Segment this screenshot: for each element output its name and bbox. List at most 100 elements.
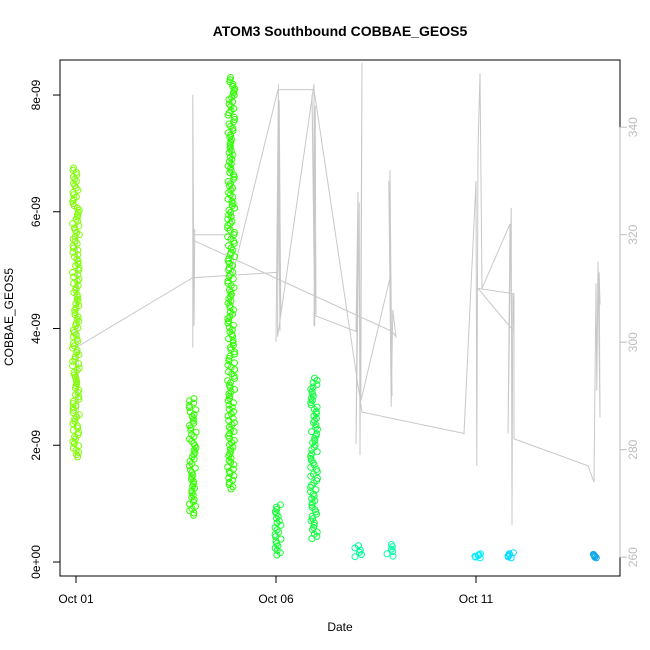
data-point (273, 551, 281, 559)
data-point (186, 457, 194, 465)
data-point (225, 324, 233, 331)
point-cluster (589, 550, 600, 562)
data-point (69, 362, 77, 370)
point-cluster (224, 74, 239, 493)
data-point (388, 541, 395, 548)
data-point (191, 464, 199, 472)
data-point (230, 113, 238, 121)
data-point (227, 102, 235, 110)
point-cluster (504, 549, 517, 562)
data-point (224, 377, 232, 385)
data-point (226, 394, 234, 402)
data-point (225, 109, 233, 117)
data-point (229, 443, 237, 451)
data-point (231, 253, 239, 261)
data-point (227, 459, 235, 466)
data-point (192, 406, 200, 414)
data-point (229, 339, 237, 347)
data-point (230, 408, 237, 416)
data-point (75, 411, 83, 419)
data-point (225, 416, 233, 424)
data-point (227, 160, 235, 168)
data-point (273, 503, 280, 511)
data-point (71, 353, 79, 361)
y-tick-label: 6e-09 (29, 196, 43, 227)
scatter-points-layer (69, 74, 600, 562)
x-tick-label: Oct 06 (258, 592, 294, 606)
data-point (225, 456, 233, 464)
chart-title: ATOM3 Southbound COBBAE_GEOS5 (213, 23, 468, 39)
data-point (71, 224, 78, 232)
data-point (72, 286, 80, 294)
data-point (355, 542, 362, 550)
data-point (188, 413, 196, 420)
data-point (228, 217, 236, 225)
data-point (505, 550, 513, 558)
data-point (308, 428, 316, 436)
point-cluster (69, 164, 83, 461)
data-point (271, 524, 279, 532)
data-point (351, 544, 359, 552)
data-point (70, 164, 77, 172)
data-point (227, 485, 235, 493)
data-point (71, 415, 79, 423)
data-point (73, 240, 81, 248)
data-point (307, 385, 315, 393)
data-point (225, 357, 233, 365)
data-point (75, 360, 83, 368)
data-point (229, 151, 237, 159)
x-tick-label: Oct 01 (58, 592, 94, 606)
data-point (591, 553, 599, 560)
data-point (69, 420, 77, 428)
data-point (187, 426, 195, 434)
point-cluster (271, 501, 285, 559)
series-line (75, 62, 601, 525)
data-point (70, 280, 77, 288)
data-point (71, 311, 79, 319)
data-point (225, 255, 233, 263)
data-point (189, 417, 197, 425)
data-point (307, 394, 315, 402)
data-point (307, 399, 315, 407)
data-point (230, 372, 238, 380)
data-point (190, 395, 198, 403)
data-point (230, 472, 238, 480)
data-point (357, 551, 365, 558)
data-point (314, 425, 321, 433)
data-point (226, 328, 234, 336)
data-point (229, 124, 237, 132)
y2-tick-label: 300 (626, 332, 640, 352)
data-point (227, 410, 235, 418)
x-tick-label: Oct 11 (459, 592, 494, 606)
data-point (75, 364, 83, 372)
y-tick-label: 4e-09 (29, 313, 43, 344)
y-axis-label: COBBAE_GEOS5 (2, 268, 16, 366)
data-point (225, 335, 233, 343)
data-point (190, 455, 198, 463)
data-point (190, 446, 198, 454)
data-point (308, 495, 316, 502)
data-point (225, 189, 233, 197)
data-point (224, 361, 232, 369)
y2-tick-label: 260 (626, 547, 640, 567)
data-point (308, 481, 315, 489)
data-point (229, 310, 237, 318)
data-point (307, 517, 315, 525)
data-point (224, 233, 232, 241)
data-point (389, 552, 397, 560)
data-point (71, 237, 79, 245)
data-point (69, 235, 77, 243)
data-point (69, 268, 76, 276)
point-cluster (307, 374, 321, 543)
data-point (309, 383, 317, 391)
data-point (308, 499, 316, 507)
data-point (309, 379, 317, 387)
data-point (273, 505, 281, 513)
data-point (189, 480, 197, 488)
data-point (225, 242, 232, 250)
data-point (73, 366, 81, 374)
data-point (227, 74, 235, 81)
data-point (471, 552, 479, 560)
